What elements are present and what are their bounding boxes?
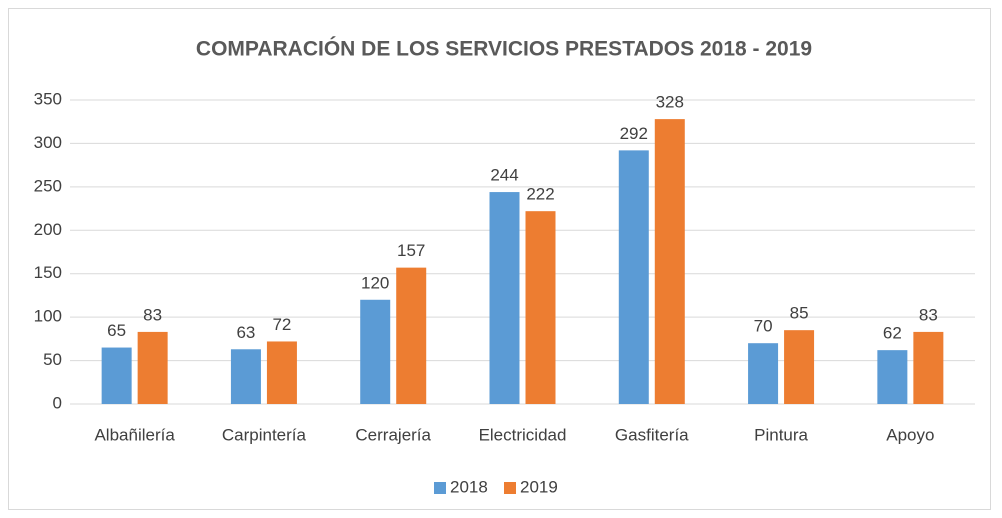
- y-tick-label: 350: [34, 89, 62, 108]
- bar: [877, 350, 908, 404]
- bar: [266, 341, 297, 404]
- data-label: 63: [236, 323, 255, 342]
- y-tick-label: 100: [34, 307, 62, 326]
- bar: [489, 192, 520, 404]
- x-tick-label: Carpintería: [222, 425, 307, 444]
- data-label: 244: [490, 166, 518, 185]
- y-tick-label: 150: [34, 263, 62, 282]
- data-label: 72: [272, 315, 291, 334]
- legend-label: 2018: [450, 477, 488, 496]
- x-tick-label: Pintura: [754, 425, 808, 444]
- chart-title: COMPARACIÓN DE LOS SERVICIOS PRESTADOS 2…: [196, 37, 812, 61]
- bar: [784, 330, 815, 404]
- data-label: 62: [883, 324, 902, 343]
- data-label: 85: [790, 304, 809, 323]
- data-label: 65: [107, 321, 126, 340]
- legend-swatch: [434, 482, 446, 494]
- bar: [396, 267, 427, 404]
- x-tick-label: Gasfitería: [615, 425, 689, 444]
- bar: [748, 343, 779, 404]
- data-label: 120: [361, 273, 389, 292]
- bar: [137, 331, 168, 404]
- data-label: 70: [754, 317, 773, 336]
- bar: [360, 299, 391, 404]
- y-tick-label: 50: [43, 350, 62, 369]
- y-tick-label: 200: [34, 220, 62, 239]
- x-tick-label: Albañilería: [94, 425, 175, 444]
- bar: [525, 211, 556, 404]
- data-label: 83: [143, 305, 162, 324]
- y-tick-label: 250: [34, 176, 62, 195]
- bar: [654, 119, 685, 404]
- bar: [101, 347, 132, 404]
- data-label: 157: [397, 241, 425, 260]
- bar: [618, 150, 649, 404]
- data-label: 328: [656, 93, 684, 112]
- x-tick-label: Electricidad: [479, 425, 567, 444]
- legend-label: 2019: [520, 477, 558, 496]
- data-label: 222: [526, 185, 554, 204]
- legend-swatch: [504, 482, 516, 494]
- bar: [913, 331, 944, 404]
- bar: [230, 349, 261, 404]
- data-label: 83: [919, 305, 938, 324]
- x-tick-label: Cerrajería: [355, 425, 431, 444]
- y-tick-label: 0: [53, 393, 62, 412]
- data-label: 292: [620, 124, 648, 143]
- y-tick-label: 300: [34, 133, 62, 152]
- x-tick-label: Apoyo: [886, 425, 934, 444]
